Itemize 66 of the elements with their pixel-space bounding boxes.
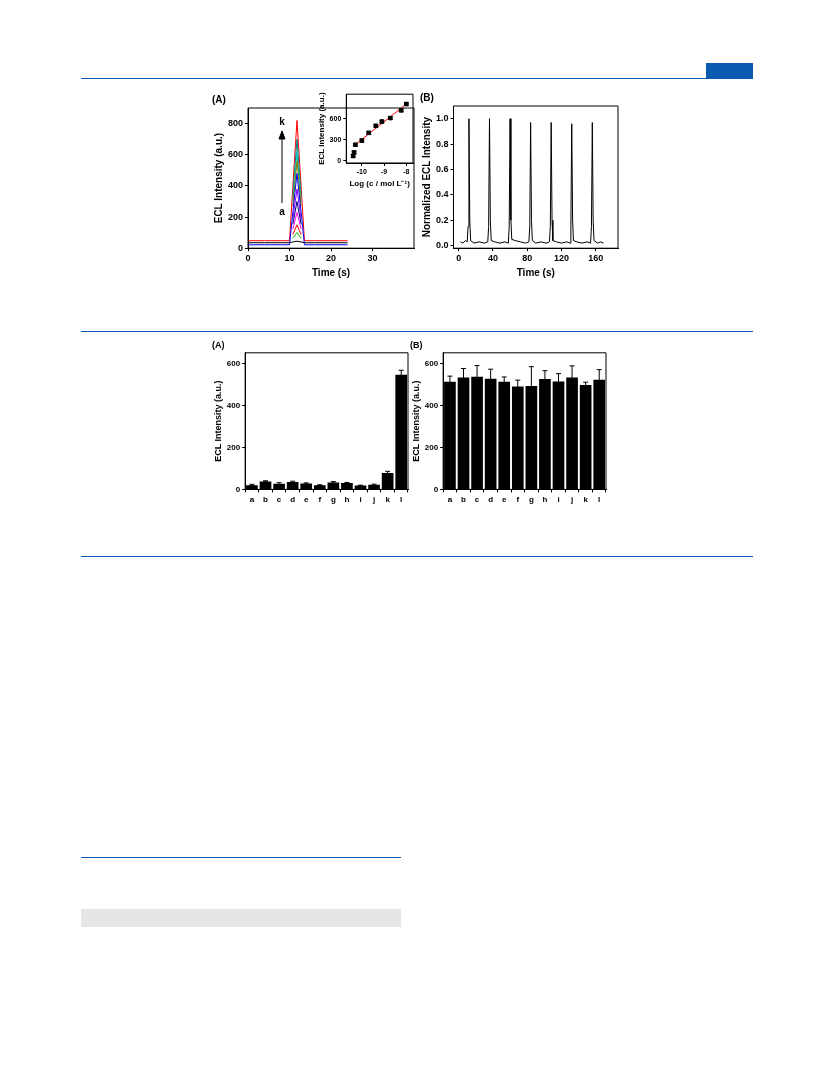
y-tick-label: 0.8 [436, 138, 449, 149]
x-tick-label: 0 [245, 253, 251, 264]
x-tick-label: 0 [456, 253, 462, 264]
x-tick-label: h [542, 495, 548, 505]
y-tick-label: 0.6 [436, 163, 449, 174]
y-tick-label: 1.0 [436, 113, 449, 124]
y-tick-label: 0 [235, 484, 241, 494]
x-tick-label: 40 [487, 253, 498, 264]
annotation: k [279, 115, 286, 127]
y-axis-title: ECL Intensity (a.u.) [410, 380, 421, 462]
x-tick-label: 120 [553, 253, 569, 264]
chart-title: (B) [410, 339, 423, 350]
y-tick-label: 600 [227, 149, 244, 160]
x-tick-label: i [557, 495, 560, 505]
y-tick-label: 0 [238, 242, 244, 253]
x-tick-label: 20 [326, 253, 337, 264]
y-axis-title: ECL Intensity (a.u.) [212, 380, 223, 462]
x-tick-label: 30 [367, 253, 378, 264]
x-tick-label: 160 [588, 253, 604, 264]
x-tick-label: e [501, 495, 507, 505]
x-tick-label: h [344, 495, 350, 505]
y-tick-label: 400 [227, 180, 244, 191]
x-axis-title: Time (s) [311, 266, 351, 278]
annotation: a [279, 205, 286, 217]
x-tick-label: l [598, 495, 601, 505]
x-tick-label: k [385, 495, 391, 505]
y-axis-title: ECL Intensity (a.u.) [317, 92, 326, 165]
x-axis-title: Log (c / mol L⁻¹) [349, 179, 411, 189]
y-tick-label: 600 [226, 358, 241, 368]
y-tick-label: 0 [433, 484, 439, 494]
y-tick-label: 200 [226, 442, 241, 452]
x-tick-label: a [249, 495, 255, 505]
x-tick-label: a [447, 495, 453, 505]
y-tick-label: 0.0 [436, 240, 449, 251]
y-axis-title: Normalized ECL Intensity [420, 116, 432, 238]
x-tick-label: l [400, 495, 403, 505]
x-tick-label: b [263, 495, 269, 505]
x-tick-label: d [290, 495, 296, 505]
y-tick-label: 600 [424, 358, 439, 368]
x-tick-label: g [528, 495, 534, 505]
y-tick-label: 400 [424, 400, 439, 410]
y-tick-label: 400 [226, 400, 241, 410]
x-tick-label: i [359, 495, 362, 505]
x-tick-label: d [488, 495, 494, 505]
x-tick-label: c [474, 495, 480, 505]
y-axis-title: ECL Intensity (a.u.) [212, 132, 224, 224]
x-tick-label: j [371, 495, 376, 505]
chart-title: (A) [212, 339, 225, 350]
x-tick-label: c [276, 495, 282, 505]
x-tick-label: k [583, 495, 589, 505]
x-tick-label: 80 [522, 253, 533, 264]
y-tick-label: 0.4 [436, 189, 449, 200]
x-tick-label: j [569, 495, 574, 505]
x-tick-label: g [330, 495, 336, 505]
x-tick-label: f [516, 495, 520, 505]
chart-title: (A) [212, 93, 226, 105]
y-tick-label: 200 [227, 211, 244, 222]
chart-title: (B) [420, 91, 434, 103]
x-tick-label: 10 [284, 253, 295, 264]
x-tick-label: e [303, 495, 309, 505]
x-tick-label: b [461, 495, 467, 505]
y-tick-label: 800 [227, 118, 244, 129]
x-axis-title: Time (s) [516, 266, 555, 278]
y-tick-label: 0.2 [436, 214, 449, 225]
y-tick-label: 200 [424, 442, 439, 452]
x-tick-label: f [318, 495, 322, 505]
